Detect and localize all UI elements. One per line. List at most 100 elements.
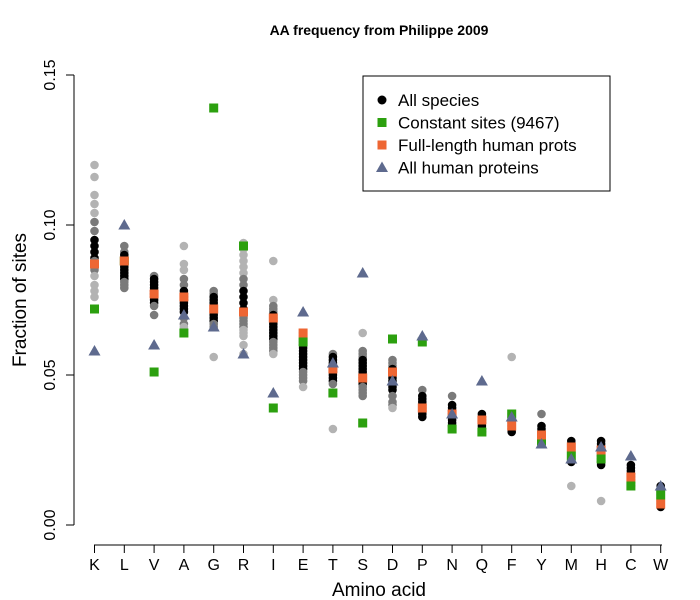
all-species-point-H — [596, 496, 606, 506]
x-tick-label-M: M — [565, 557, 578, 574]
all-species-point-T — [328, 379, 338, 389]
allhuman-point-M — [565, 453, 578, 464]
all-species-point-G — [209, 352, 218, 362]
all-species-point-S — [358, 328, 368, 338]
fulllength-point-D — [388, 367, 397, 377]
constant-point-C — [626, 481, 636, 491]
all-species-point-K — [90, 226, 99, 236]
all-species-point-D — [388, 385, 397, 395]
fulllength-point-C — [626, 472, 636, 482]
legend-label-allhuman: All human proteins — [398, 159, 539, 178]
fulllength-point-R — [239, 307, 248, 317]
all-species-point-P — [418, 385, 427, 395]
constant-point-P — [417, 337, 427, 347]
legend-box — [362, 75, 611, 192]
constant-point-A — [179, 328, 189, 338]
legend-label-constant: Constant sites (9467) — [398, 114, 560, 133]
fulllength-point-L — [119, 256, 129, 266]
all-species-point-I — [269, 295, 278, 305]
constant-point-V — [149, 367, 159, 377]
allhuman-point-H — [595, 441, 608, 452]
x-tick-label-E: E — [298, 557, 309, 574]
plot-points — [88, 103, 667, 512]
allhuman-point-N — [446, 408, 459, 419]
x-tick-label-I: I — [271, 557, 275, 574]
all-species-point-I — [269, 349, 278, 359]
all-species-point-V — [149, 310, 159, 320]
x-tick-label-Q: Q — [476, 557, 488, 574]
y-ticks: 0.00 0.05 0.10 0.15 — [42, 59, 74, 541]
y-axis-title: Fraction of sites — [10, 233, 31, 367]
all-species-point-E — [298, 382, 308, 392]
all-species-point-K — [90, 190, 99, 200]
fulllength-point-I — [268, 313, 278, 323]
all-species-point-R — [239, 274, 248, 284]
all-species-point-K — [90, 208, 99, 218]
allhuman-point-I — [267, 387, 280, 398]
fulllength-point-W — [656, 499, 666, 509]
allhuman-point-A — [177, 309, 190, 320]
x-tick-label-T: T — [328, 557, 338, 574]
allhuman-point-K — [88, 345, 101, 356]
y-tick-label: 0.15 — [42, 59, 59, 90]
y-tick-label: 0.10 — [42, 209, 59, 240]
all-species-point-I — [269, 256, 278, 266]
fulllength-point-E — [298, 328, 308, 338]
allhuman-point-L — [118, 219, 131, 230]
constant-point-N — [447, 424, 457, 434]
constant-point-E — [298, 337, 308, 347]
all-species-point-A — [179, 274, 189, 284]
all-species-point-D — [388, 403, 397, 413]
legend-marker-all_species — [377, 95, 387, 105]
x-tick-label-G: G — [207, 557, 219, 574]
x-axis-title: Amino acid — [332, 580, 426, 600]
allhuman-point-Y — [535, 438, 548, 449]
fulllength-point-Q — [477, 415, 487, 425]
all-species-point-D — [388, 391, 397, 401]
y-tick-label: 0.00 — [42, 509, 59, 540]
all-species-point-A — [179, 241, 189, 251]
allhuman-point-W — [654, 480, 667, 491]
all-species-point-R — [239, 331, 248, 341]
x-tick-label-D: D — [387, 557, 399, 574]
constant-point-T — [328, 388, 338, 398]
constant-point-I — [268, 403, 278, 413]
legend-marker-fulllength — [377, 140, 387, 150]
allhuman-point-S — [356, 267, 369, 278]
all-species-point-R — [239, 298, 248, 308]
all-species-point-R — [239, 262, 248, 272]
constant-point-D — [388, 334, 397, 344]
all-species-point-F — [507, 352, 516, 362]
allhuman-point-R — [237, 348, 250, 359]
fulllength-point-P — [417, 403, 427, 413]
all-species-point-K — [90, 271, 99, 281]
x-tick-label-C: C — [625, 557, 637, 574]
constant-point-S — [358, 418, 368, 428]
x-tick-label-H: H — [595, 557, 607, 574]
all-species-point-R — [239, 340, 248, 350]
all-species-point-V — [149, 301, 159, 311]
legend-label-fulllength: Full-length human prots — [398, 136, 577, 155]
x-tick-label-S: S — [357, 557, 368, 574]
all-species-point-S — [358, 391, 368, 401]
allhuman-point-D — [386, 375, 399, 386]
allhuman-point-F — [505, 411, 518, 422]
fulllength-point-A — [179, 292, 189, 302]
x-tick-label-L: L — [120, 557, 129, 574]
allhuman-point-C — [624, 450, 637, 461]
all-species-point-K — [90, 199, 99, 209]
x-tick-label-P: P — [417, 557, 428, 574]
all-species-point-K — [90, 172, 99, 182]
x-tick-label-N: N — [446, 557, 458, 574]
allhuman-point-T — [326, 357, 339, 368]
all-species-point-K — [90, 241, 99, 251]
all-species-point-L — [120, 241, 129, 251]
constant-point-R — [239, 241, 248, 251]
all-species-point-K — [90, 160, 99, 170]
fulllength-point-M — [566, 442, 576, 452]
all-species-point-A — [179, 265, 189, 275]
all-species-point-K — [90, 292, 99, 302]
x-tick-label-K: K — [89, 557, 100, 574]
